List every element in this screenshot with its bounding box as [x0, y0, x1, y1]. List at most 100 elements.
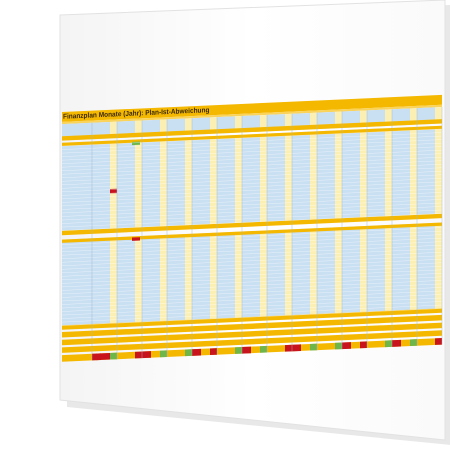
result-cell [435, 338, 442, 345]
diff-column [160, 138, 167, 229]
ist-column [101, 140, 110, 232]
grid-line [62, 167, 442, 186]
plan-column [267, 133, 276, 224]
diff-column [135, 139, 142, 230]
plan-column [342, 226, 351, 316]
plan-column [417, 223, 426, 312]
ist-column [201, 232, 210, 322]
ist-column [126, 139, 135, 231]
plan-column [192, 233, 201, 322]
ist-column [401, 223, 410, 313]
diff-column [235, 134, 242, 226]
diff-column [360, 225, 367, 315]
diff-column [335, 227, 342, 316]
spreadsheet: Finanzplan Monate (Jahr): Plan-Ist-Abwei… [62, 94, 443, 362]
result-cell [335, 342, 342, 350]
ist-column [226, 135, 235, 226]
ist-column [351, 129, 360, 220]
diff-column [435, 222, 442, 311]
ist-column [201, 136, 210, 227]
grid-line [62, 287, 442, 305]
grid-line [62, 280, 442, 298]
ist-column [376, 225, 385, 314]
result-band [62, 330, 442, 353]
result-band [62, 322, 442, 346]
ist-column [276, 132, 285, 224]
grid-line [62, 160, 442, 178]
grid-line [62, 276, 442, 295]
ist-column [376, 128, 385, 219]
ist-column [176, 234, 185, 323]
grid-line [62, 213, 442, 231]
result-cell [142, 351, 151, 359]
grid-line [62, 290, 442, 309]
grid-line [62, 294, 442, 312]
diff-column [385, 127, 392, 219]
grid-line [62, 199, 442, 217]
result-cell [292, 344, 301, 352]
header-band [62, 119, 442, 141]
diff-column [385, 224, 392, 314]
plan-column [242, 134, 251, 225]
ist-column [426, 222, 435, 312]
result-cell [210, 348, 217, 356]
grid-line [62, 192, 442, 210]
ist-column [226, 231, 235, 321]
result-cell [160, 350, 167, 358]
plan-column [167, 137, 176, 229]
result-cell [110, 352, 117, 360]
plan-column [342, 129, 351, 221]
grid-line [62, 195, 442, 214]
grid-line [62, 304, 442, 323]
ist-column [176, 137, 185, 228]
label-column [62, 141, 92, 234]
plan-column [217, 232, 226, 321]
plan-column [392, 127, 401, 219]
plan-column [167, 234, 176, 323]
sum-band [62, 308, 442, 330]
result-cell [192, 348, 201, 356]
diff-column [135, 236, 142, 325]
ist-column [101, 237, 110, 326]
ist-column [126, 236, 135, 325]
grid-line [62, 188, 442, 207]
diff-column [210, 232, 217, 321]
grid-line [62, 146, 442, 164]
grid-line [62, 237, 442, 256]
result-cell [360, 341, 367, 349]
grid-line [62, 128, 442, 147]
diff-column [310, 131, 317, 222]
result-cell [392, 339, 401, 347]
result-cell [385, 340, 392, 348]
ist-column [301, 131, 310, 223]
grid-line [62, 202, 442, 221]
diff-column [360, 129, 367, 220]
diff-column [210, 135, 217, 227]
section-band [62, 222, 442, 243]
grid-line [62, 139, 442, 157]
ist-column [251, 230, 260, 320]
grid-line [62, 255, 442, 274]
title-bar [62, 94, 442, 122]
diff-column [110, 237, 117, 326]
grid-line [62, 269, 442, 288]
grid-line [62, 297, 442, 316]
diff-column [435, 125, 442, 217]
grid-line [62, 174, 442, 193]
grid-line [62, 244, 442, 263]
section-band [62, 125, 442, 147]
grid-line [62, 234, 442, 252]
plan-column [92, 237, 101, 327]
ist-column [276, 229, 285, 318]
label-column [62, 238, 92, 328]
ist-column [151, 138, 160, 229]
diff-column [410, 223, 417, 312]
grid-line [62, 153, 442, 171]
ist-column [326, 227, 335, 316]
plan-column [142, 235, 151, 325]
grid-line [62, 206, 442, 224]
result-cell [132, 237, 140, 241]
plan-column [317, 130, 326, 222]
grid-line [62, 259, 442, 277]
